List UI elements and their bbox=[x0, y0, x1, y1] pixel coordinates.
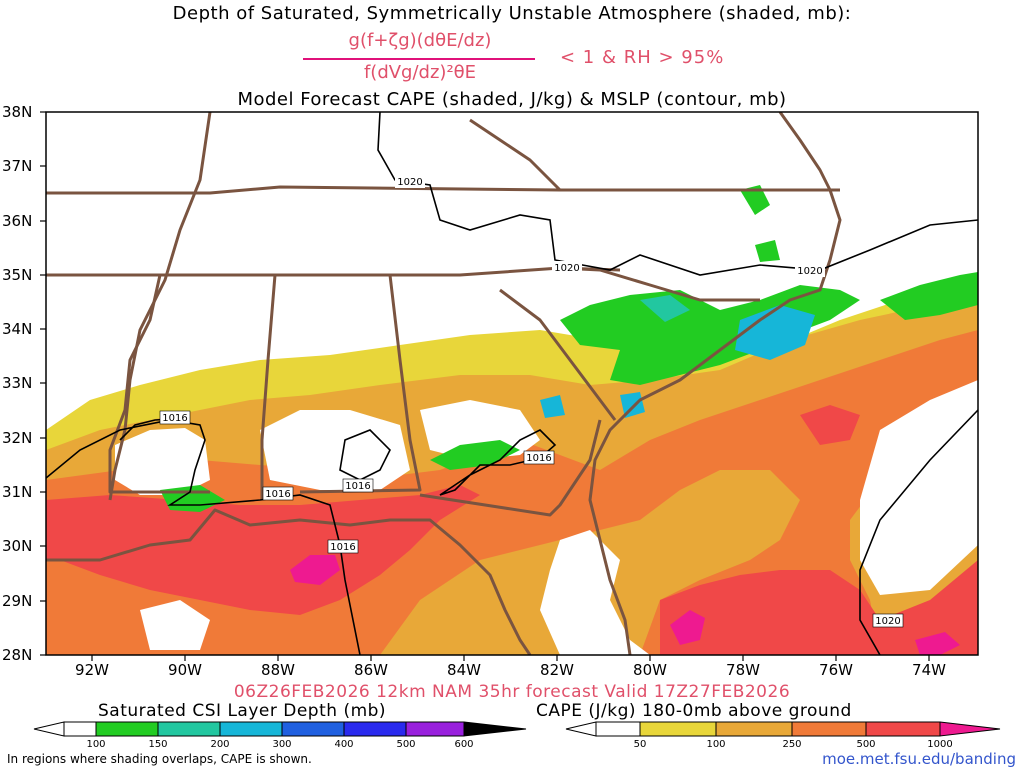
cape-500-region-offshore bbox=[800, 405, 860, 445]
isobar-label: 1020 bbox=[397, 177, 422, 188]
overlap-note: In regions where shading overlaps, CAPE … bbox=[7, 752, 312, 766]
isobar-label: 1016 bbox=[265, 489, 290, 500]
lon-label: 82W bbox=[540, 661, 574, 679]
ga-fl-border bbox=[419, 419, 602, 517]
csi-100-region-va bbox=[740, 185, 770, 215]
csi-colorbar-title: Saturated CSI Layer Depth (mb) bbox=[98, 701, 387, 721]
isobar-labels: 1020 1020 1020 1020 1016 1016 1016 1016 … bbox=[159, 175, 904, 628]
cape-colorbar-title: CAPE (J/kg) 180-0mb above ground bbox=[536, 701, 852, 721]
cape-tick-label: 500 bbox=[856, 739, 876, 750]
lon-label: 90W bbox=[168, 661, 202, 679]
lon-label: 74W bbox=[912, 661, 946, 679]
ga-sc-border bbox=[499, 288, 617, 421]
csi-300-region-nc bbox=[735, 305, 815, 360]
ky-va-border bbox=[469, 118, 562, 192]
lon-label: 78W bbox=[726, 661, 760, 679]
lat-label: 30N bbox=[2, 537, 33, 555]
csi-tick-label: 600 bbox=[454, 739, 474, 750]
lon-label: 84W bbox=[447, 661, 481, 679]
isobar-label: 1016 bbox=[345, 481, 370, 492]
isobar-label: 1016 bbox=[526, 453, 551, 464]
isobar-1016-west bbox=[46, 419, 361, 655]
lat-label: 32N bbox=[2, 429, 33, 447]
csi-tick-label: 200 bbox=[210, 739, 230, 750]
lon-label: 86W bbox=[354, 661, 388, 679]
cape-tick-label: 1000 bbox=[927, 739, 953, 750]
axis-ticks bbox=[40, 111, 930, 661]
formula-denominator: f(dVg/dz)²θE bbox=[363, 62, 477, 83]
isobar-1016-fl bbox=[439, 429, 557, 496]
isobar-label: 1020 bbox=[797, 266, 822, 277]
isobar-label: 1016 bbox=[330, 542, 355, 553]
lat-label: 37N bbox=[2, 157, 33, 175]
csi-100-region-va2 bbox=[755, 240, 780, 262]
cape-free-region-ms bbox=[115, 428, 210, 495]
lat-label: 33N bbox=[2, 374, 33, 392]
cape-free-region-fl bbox=[540, 530, 650, 655]
cape-500-region bbox=[46, 485, 480, 615]
formula-condition: < 1 & RH > 95% bbox=[560, 47, 725, 68]
lon-label: 76W bbox=[819, 661, 853, 679]
cape-colorbar bbox=[565, 721, 1001, 737]
formula-numerator: g(f+ζg)(dθE/dz) bbox=[348, 30, 492, 51]
map-title: Depth of Saturated, Symmetrically Unstab… bbox=[172, 3, 852, 24]
formula-fraction-bar bbox=[303, 58, 535, 60]
cape-tick-label: 50 bbox=[633, 739, 647, 750]
csi-200-region-sc bbox=[640, 295, 690, 322]
al-ga-border bbox=[299, 274, 422, 494]
cape-tick-label: 100 bbox=[706, 739, 726, 750]
lon-label: 92W bbox=[75, 661, 109, 679]
lon-label: 80W bbox=[633, 661, 667, 679]
csi-tick-label: 300 bbox=[272, 739, 292, 750]
gulf-coast bbox=[46, 508, 532, 655]
csi-colorbar bbox=[33, 721, 527, 737]
cape-1000-region-far-east bbox=[915, 632, 960, 655]
cape-1000-region-east bbox=[670, 610, 705, 645]
tn-ky-border bbox=[46, 185, 840, 195]
lat-label: 38N bbox=[2, 103, 33, 121]
cape-free-region-atlantic bbox=[860, 380, 978, 595]
cape-500-region-east bbox=[660, 560, 978, 655]
csi-tick-label: 150 bbox=[148, 739, 168, 750]
lat-label: 29N bbox=[2, 592, 33, 610]
cape-tick-label: 250 bbox=[782, 739, 802, 750]
isobar-1020-east bbox=[859, 409, 978, 655]
csi-300-region-sc bbox=[620, 392, 645, 418]
mississippi-river bbox=[108, 112, 212, 501]
cape-1000-region bbox=[290, 555, 340, 585]
isobar-label: 1016 bbox=[162, 413, 187, 424]
csi-tick-label: 500 bbox=[396, 739, 416, 750]
va-coast bbox=[778, 112, 832, 191]
source-url[interactable]: moe.met.fsu.edu/banding bbox=[822, 750, 1016, 768]
lat-label: 35N bbox=[2, 266, 33, 284]
csi-100-region-ne bbox=[880, 272, 978, 320]
lat-label: 28N bbox=[2, 646, 33, 664]
lon-label: 88W bbox=[261, 661, 295, 679]
lat-label: 36N bbox=[2, 212, 33, 230]
isobar-label: 1020 bbox=[875, 616, 900, 627]
csi-100-region-ga bbox=[430, 440, 520, 470]
ms-al-border bbox=[260, 274, 277, 500]
cape-free-region-gulf bbox=[140, 600, 210, 650]
csi-tick-label: 400 bbox=[334, 739, 354, 750]
nc-sc-border bbox=[559, 266, 760, 302]
shading-layer bbox=[46, 185, 978, 655]
lat-label: 34N bbox=[2, 320, 33, 338]
csi-300-region-ga bbox=[540, 395, 565, 418]
isobar-label: 1020 bbox=[554, 263, 579, 274]
forecast-run-info: 06Z26FEB2026 12km NAM 35hr forecast Vali… bbox=[233, 682, 791, 702]
map-subtitle: Model Forecast CAPE (shaded, J/kg) & MSL… bbox=[237, 89, 787, 110]
csi-tick-label: 100 bbox=[86, 739, 106, 750]
cape-free-region-al bbox=[260, 410, 410, 490]
lat-label: 31N bbox=[2, 483, 33, 501]
